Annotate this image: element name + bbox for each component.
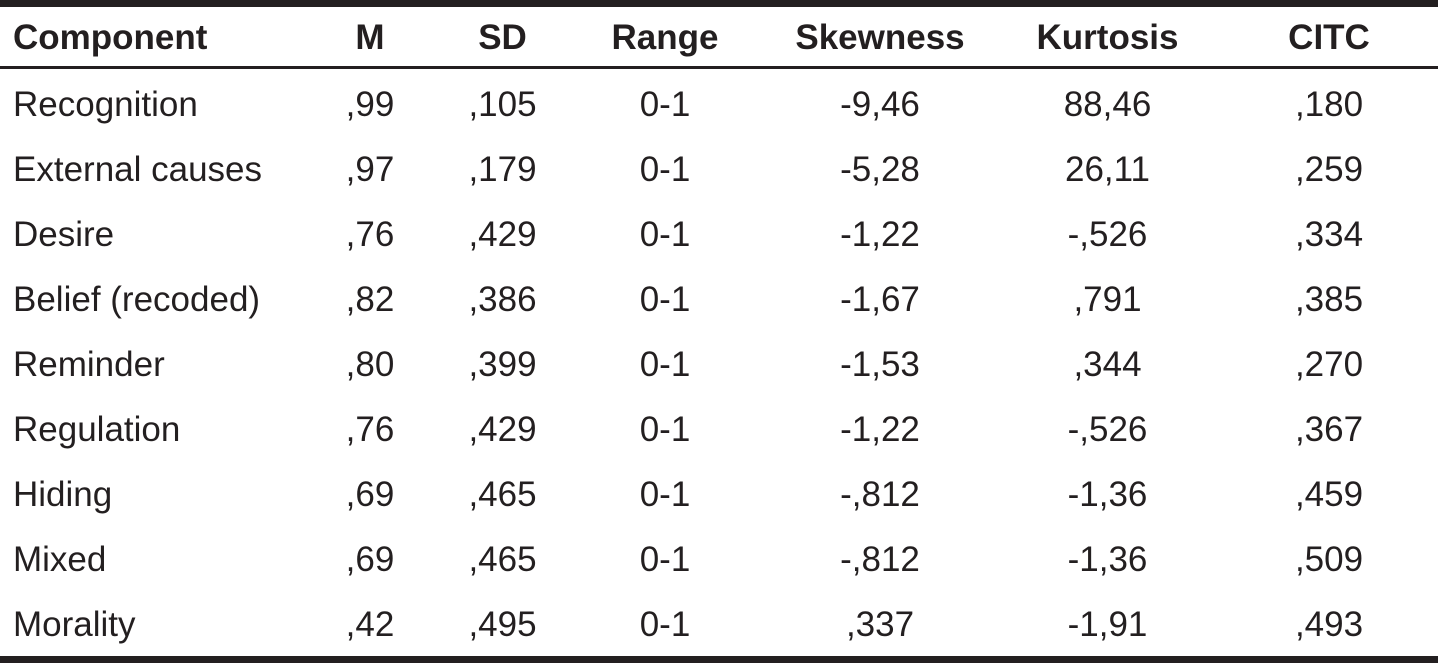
- cell-kurtosis: ,344: [1073, 344, 1142, 384]
- cell-m: ,80: [345, 344, 395, 384]
- cell-citc: ,367: [1294, 409, 1364, 449]
- cell-sd: ,465: [468, 539, 537, 579]
- cell-component: Mixed: [13, 539, 107, 579]
- cell-range: 0-1: [639, 214, 691, 254]
- cell-component: Belief (recoded): [13, 279, 261, 319]
- cell-m: ,76: [345, 214, 395, 254]
- cell-m: ,99: [345, 84, 395, 124]
- cell-m: ,69: [345, 539, 395, 579]
- cell-component: Desire: [13, 214, 115, 254]
- cell-skewness: -1,22: [840, 214, 920, 254]
- cell-kurtosis: ,791: [1073, 279, 1142, 319]
- cell-m: ,42: [345, 604, 395, 644]
- table-row: External causes ,97 ,179 0-1 -5,28 26,11…: [0, 137, 1438, 202]
- cell-component: Morality: [13, 604, 136, 644]
- table-row: Morality ,42 ,495 0-1 ,337 -1,91 ,493: [0, 592, 1438, 657]
- table-header-rule: [0, 66, 1438, 69]
- table-row: Belief (recoded) ,82 ,386 0-1 -1,67 ,791…: [0, 267, 1438, 332]
- cell-sd: ,429: [468, 214, 537, 254]
- cell-range: 0-1: [639, 84, 691, 124]
- table-bottom-rule: [0, 656, 1438, 663]
- cell-m: ,82: [345, 279, 395, 319]
- cell-range: 0-1: [639, 409, 691, 449]
- cell-m: ,76: [345, 409, 395, 449]
- cell-kurtosis: -1,91: [1067, 604, 1148, 644]
- table-header-row: Component M SD Range Skewness Kurtosis C…: [0, 7, 1438, 69]
- cell-sd: ,179: [468, 149, 537, 189]
- table-row: Regulation ,76 ,429 0-1 -1,22 -,526 ,367: [0, 397, 1438, 462]
- cell-kurtosis: -1,36: [1067, 474, 1148, 514]
- cell-skewness: -,812: [840, 474, 920, 514]
- cell-citc: ,180: [1294, 84, 1364, 124]
- cell-skewness: -1,53: [840, 344, 920, 384]
- table-row: Recognition ,99 ,105 0-1 -9,46 88,46 ,18…: [0, 69, 1438, 137]
- cell-m: ,97: [345, 149, 395, 189]
- cell-citc: ,459: [1294, 474, 1364, 514]
- table-top-rule: [0, 0, 1438, 7]
- cell-kurtosis: 26,11: [1065, 149, 1150, 189]
- table-row: Mixed ,69 ,465 0-1 -,812 -1,36 ,509: [0, 527, 1438, 592]
- column-header-kurtosis: Kurtosis: [1036, 18, 1179, 57]
- cell-sd: ,429: [468, 409, 537, 449]
- column-header-range: Range: [611, 18, 719, 57]
- table-row: Hiding ,69 ,465 0-1 -,812 -1,36 ,459: [0, 462, 1438, 527]
- cell-component: Reminder: [13, 344, 165, 384]
- cell-component: Regulation: [13, 409, 181, 449]
- cell-sd: ,495: [468, 604, 537, 644]
- cell-component: Hiding: [13, 474, 113, 514]
- cell-kurtosis: 88,46: [1063, 84, 1152, 124]
- cell-sd: ,399: [468, 344, 537, 384]
- cell-m: ,69: [345, 474, 395, 514]
- cell-citc: ,509: [1294, 539, 1364, 579]
- cell-skewness: -1,67: [840, 279, 920, 319]
- cell-skewness: -9,46: [840, 84, 920, 124]
- cell-citc: ,334: [1294, 214, 1364, 254]
- cell-kurtosis: -,526: [1067, 409, 1148, 449]
- cell-citc: ,385: [1294, 279, 1364, 319]
- cell-skewness: -1,22: [840, 409, 920, 449]
- table-row: Desire ,76 ,429 0-1 -1,22 -,526 ,334: [0, 202, 1438, 267]
- cell-citc: ,270: [1294, 344, 1364, 384]
- cell-sd: ,386: [468, 279, 537, 319]
- descriptive-statistics-table: Component M SD Range Skewness Kurtosis C…: [0, 7, 1438, 657]
- table-row: Reminder ,80 ,399 0-1 -1,53 ,344 ,270: [0, 332, 1438, 397]
- column-header-sd: SD: [478, 18, 527, 57]
- cell-kurtosis: -,526: [1067, 214, 1148, 254]
- column-header-component: Component: [13, 18, 208, 57]
- cell-skewness: -5,28: [840, 149, 920, 189]
- column-header-skewness: Skewness: [795, 18, 965, 57]
- cell-range: 0-1: [639, 474, 691, 514]
- cell-skewness: ,337: [845, 604, 915, 644]
- cell-component: Recognition: [13, 84, 198, 124]
- cell-component: External causes: [13, 149, 263, 189]
- cell-sd: ,465: [468, 474, 537, 514]
- cell-range: 0-1: [639, 149, 691, 189]
- cell-sd: ,105: [468, 84, 537, 124]
- cell-skewness: -,812: [840, 539, 920, 579]
- cell-range: 0-1: [639, 279, 691, 319]
- cell-range: 0-1: [639, 539, 691, 579]
- cell-range: 0-1: [639, 604, 691, 644]
- cell-citc: ,259: [1294, 149, 1364, 189]
- cell-citc: ,493: [1294, 604, 1364, 644]
- cell-kurtosis: -1,36: [1067, 539, 1148, 579]
- column-header-m: M: [355, 18, 385, 57]
- cell-range: 0-1: [639, 344, 691, 384]
- column-header-citc: CITC: [1288, 18, 1370, 57]
